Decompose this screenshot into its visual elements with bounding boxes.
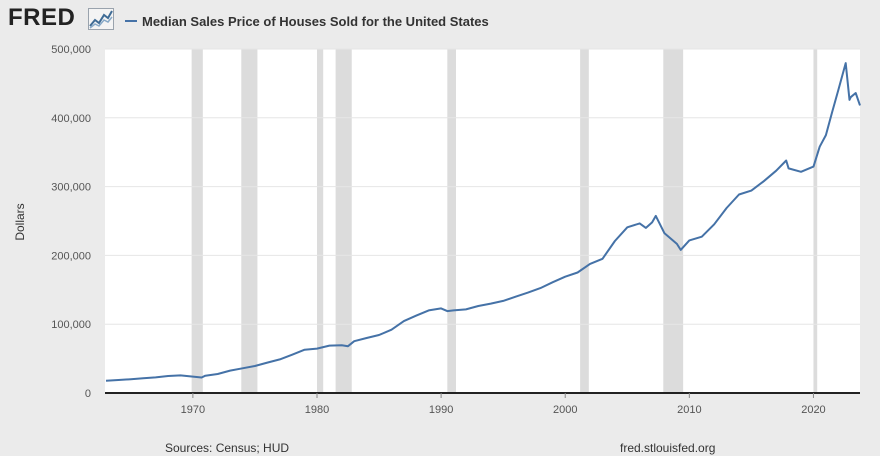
y-tick-label: 0 — [85, 388, 91, 400]
y-tick-label: 400,000 — [51, 113, 91, 125]
recession-band — [580, 49, 589, 393]
legend-swatch — [125, 20, 137, 22]
legend[interactable]: Median Sales Price of Houses Sold for th… — [125, 12, 489, 30]
y-axis-title: Dollars — [13, 203, 27, 240]
x-tick-label: 1980 — [305, 404, 329, 416]
y-tick-label: 200,000 — [51, 250, 91, 262]
footer-url[interactable]: fred.stlouisfed.org — [620, 441, 716, 455]
recession-band — [191, 49, 203, 393]
x-tick-label: 2000 — [553, 404, 577, 416]
recession-band — [447, 49, 457, 393]
y-tick-label: 500,000 — [51, 44, 91, 56]
x-tick-label: 1990 — [429, 404, 453, 416]
series-line-median-sales-price[interactable] — [105, 62, 861, 382]
legend-label: Median Sales Price of Houses Sold for th… — [142, 13, 489, 29]
x-axis: 1970 1980 1990 2000 2010 2020 — [181, 393, 826, 416]
recession-bands — [191, 49, 818, 393]
y-tick-label: 300,000 — [51, 182, 91, 194]
chart-line-icon — [88, 8, 114, 30]
y-tick-label: 100,000 — [51, 319, 91, 331]
y-axis: 0 100,000 200,000 300,000 400,000 500,000 — [51, 44, 91, 400]
recession-band — [813, 49, 818, 393]
recession-band — [335, 49, 352, 393]
recession-band — [663, 49, 684, 393]
footer-source: Sources: Census; HUD — [165, 441, 290, 455]
recession-band — [241, 49, 258, 393]
fred-logo[interactable]: FRED — [8, 4, 76, 31]
recession-band — [316, 49, 324, 393]
x-tick-label: 2020 — [801, 404, 825, 416]
chart-header: FRED Median Sales Price of Houses Sold f… — [0, 0, 880, 40]
x-tick-label: 2010 — [677, 404, 701, 416]
x-tick-label: 1970 — [181, 404, 205, 416]
plot-area — [105, 49, 860, 393]
gridlines — [105, 48, 860, 325]
